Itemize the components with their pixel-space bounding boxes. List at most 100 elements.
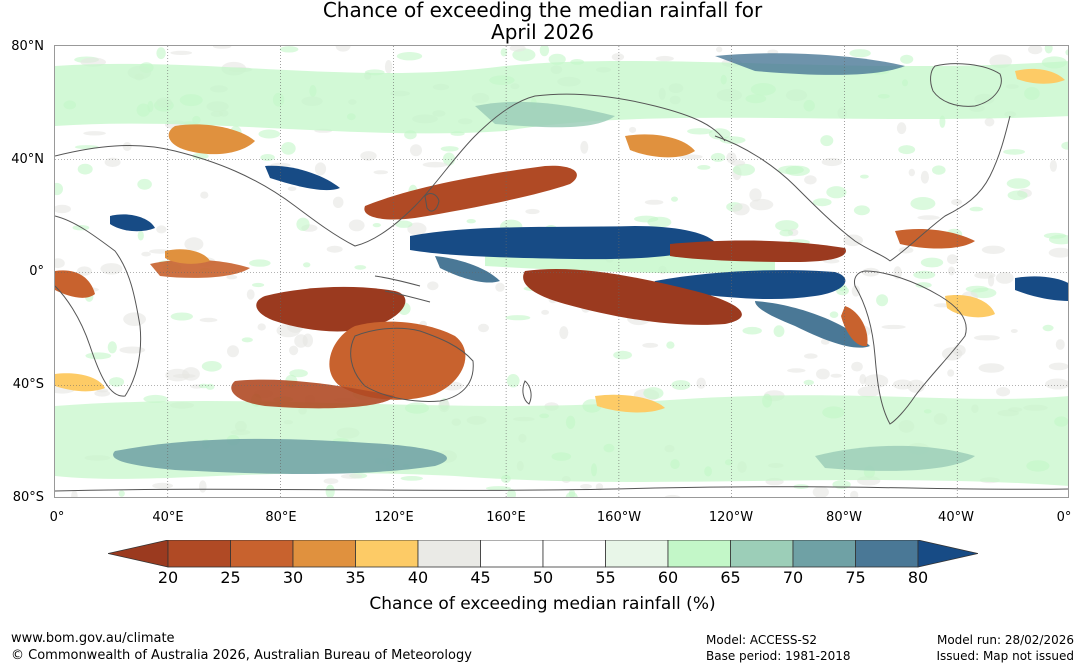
texture-blob	[289, 369, 308, 378]
texture-blob	[505, 315, 531, 321]
texture-blob	[644, 199, 664, 205]
texture-blob	[719, 136, 746, 144]
lon-label-160e: 160°E	[486, 510, 526, 525]
texture-blob	[137, 178, 152, 190]
texture-blob	[1048, 247, 1068, 258]
texture-blob	[716, 46, 723, 53]
texture-blob	[141, 251, 151, 257]
coast-indonesia	[374, 275, 431, 303]
texture-blob	[287, 186, 297, 192]
colorbar-tick-label: 65	[720, 568, 741, 587]
texture-blob	[260, 154, 275, 161]
texture-blob	[896, 122, 907, 135]
texture-blob	[995, 272, 1014, 284]
colorbar-tick-label: 80	[907, 568, 929, 587]
texture-blob	[201, 361, 222, 372]
texture-blob	[55, 258, 65, 269]
texture-blob	[821, 157, 843, 167]
texture-blob	[778, 165, 804, 175]
colorbar-segment	[292, 540, 356, 568]
texture-blob	[917, 215, 940, 220]
texture-blob	[1049, 160, 1057, 172]
region-atlantic-north-dry	[895, 229, 975, 249]
texture-blob	[525, 208, 540, 215]
colorbar-segment	[667, 540, 731, 568]
texture-blob	[981, 245, 1006, 254]
texture-blob	[863, 374, 889, 388]
texture-blob	[1061, 141, 1068, 150]
region-equatorial-pacific-north	[410, 226, 715, 260]
texture-blob	[742, 326, 762, 335]
texture-blob	[697, 165, 711, 170]
texture-blob	[898, 145, 916, 155]
texture-blob	[988, 274, 995, 287]
texture-blob	[396, 52, 423, 61]
texture-blob	[107, 341, 117, 354]
texture-blob	[1043, 232, 1067, 239]
texture-blob	[77, 266, 92, 276]
texture-blob	[156, 225, 167, 234]
texture-blob	[664, 494, 681, 497]
texture-blob	[71, 490, 78, 497]
texture-blob	[354, 265, 367, 270]
texture-blob	[913, 270, 936, 279]
texture-blob	[851, 361, 863, 372]
lat-label-80n: 80°N	[11, 39, 44, 54]
texture-blob	[984, 117, 995, 127]
texture-blob	[773, 325, 785, 338]
region-arctic-blue	[715, 53, 905, 75]
texture-blob	[118, 490, 125, 497]
colorbar-tick-label: 75	[845, 568, 866, 587]
coast-north-america	[714, 135, 891, 262]
colorbar-segment	[417, 540, 481, 568]
colorbar-tick-label: 40	[407, 568, 429, 587]
texture-blob	[485, 486, 512, 491]
region-north-pacific-dry	[364, 165, 577, 220]
texture-blob	[325, 484, 335, 497]
texture-blob	[862, 267, 880, 277]
texture-blob	[289, 345, 299, 356]
texture-blob	[696, 377, 706, 389]
texture-blob	[849, 49, 871, 58]
texture-blob	[812, 198, 832, 207]
texture-blob	[170, 50, 193, 55]
texture-blob	[857, 386, 880, 398]
texture-blob	[1006, 178, 1031, 189]
texture-blob	[507, 489, 516, 497]
region-pacific-south-wet-tail	[755, 301, 870, 348]
texture-blob	[108, 377, 125, 387]
region-equatorial-pacific-south	[654, 270, 846, 300]
texture-blob	[294, 334, 308, 348]
texture-blob	[198, 383, 209, 389]
texture-blob	[932, 165, 946, 175]
colorbar-tick-label: 45	[470, 568, 491, 587]
colorbar-segment	[792, 540, 856, 568]
texture-blob	[671, 380, 691, 390]
texture-blob	[1007, 190, 1028, 201]
coast-japan-islands	[424, 193, 440, 212]
colorbar-segment	[230, 540, 294, 568]
texture-blob	[192, 152, 209, 160]
footer-url[interactable]: www.bom.gov.au/climate	[11, 631, 175, 646]
texture-blob	[281, 142, 296, 155]
texture-blob	[200, 191, 209, 199]
texture-blob	[969, 206, 984, 212]
texture-blob	[246, 289, 255, 300]
texture-blob	[170, 312, 193, 321]
texture-blob	[947, 369, 955, 377]
texture-blob	[478, 323, 489, 333]
region-australia-dry	[329, 321, 466, 400]
colorbar-tick-label: 25	[220, 568, 241, 587]
texture-blob	[732, 163, 756, 176]
colorbar-segment	[167, 540, 231, 568]
region-arabia-wet	[110, 214, 155, 232]
texture-blob	[710, 152, 726, 162]
texture-blob	[296, 217, 310, 231]
footer-model: Model: ACCESS-S2	[706, 633, 818, 647]
colorbar-segment	[542, 540, 606, 568]
texture-blob	[565, 491, 578, 497]
colorbar-segment	[355, 540, 419, 568]
texture-blob	[360, 151, 377, 161]
texture-blob	[803, 379, 814, 386]
lon-label-0-left: 0°	[49, 510, 65, 525]
